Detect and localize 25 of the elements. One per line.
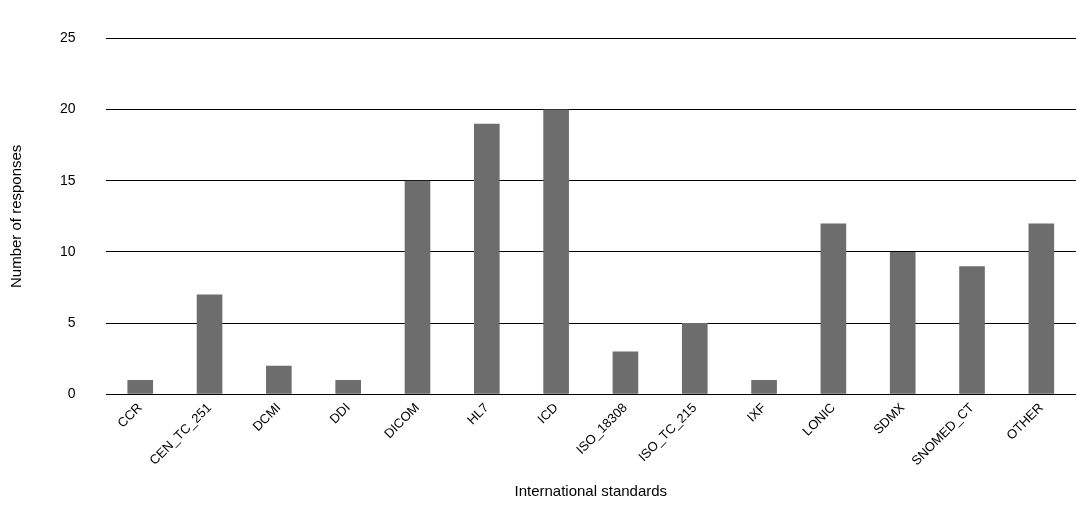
y-tick-label: 15	[59, 171, 76, 188]
x-axis-title: International standards	[514, 482, 668, 500]
y-axis-title: Number of responses	[7, 144, 25, 289]
x-tick-label: IXF	[743, 399, 769, 425]
bar	[612, 351, 639, 394]
bar	[543, 109, 569, 394]
bar	[127, 380, 154, 394]
bar	[959, 266, 985, 394]
bar	[681, 323, 708, 394]
bar	[1028, 223, 1055, 394]
y-tick-label: 25	[59, 29, 76, 46]
x-tick-label: DDI	[326, 399, 353, 427]
bar	[266, 365, 292, 394]
bar	[889, 251, 916, 394]
bar	[473, 123, 500, 394]
y-tick-label: 0	[67, 385, 76, 402]
bar	[335, 380, 361, 394]
y-tick-label: 5	[67, 313, 76, 330]
bar	[751, 380, 777, 394]
bar	[196, 294, 223, 394]
bar	[404, 180, 431, 394]
y-tick-label: 10	[59, 242, 76, 259]
x-tick-label: ICD	[534, 399, 561, 427]
bar	[820, 223, 847, 394]
y-tick-label: 20	[59, 100, 76, 117]
